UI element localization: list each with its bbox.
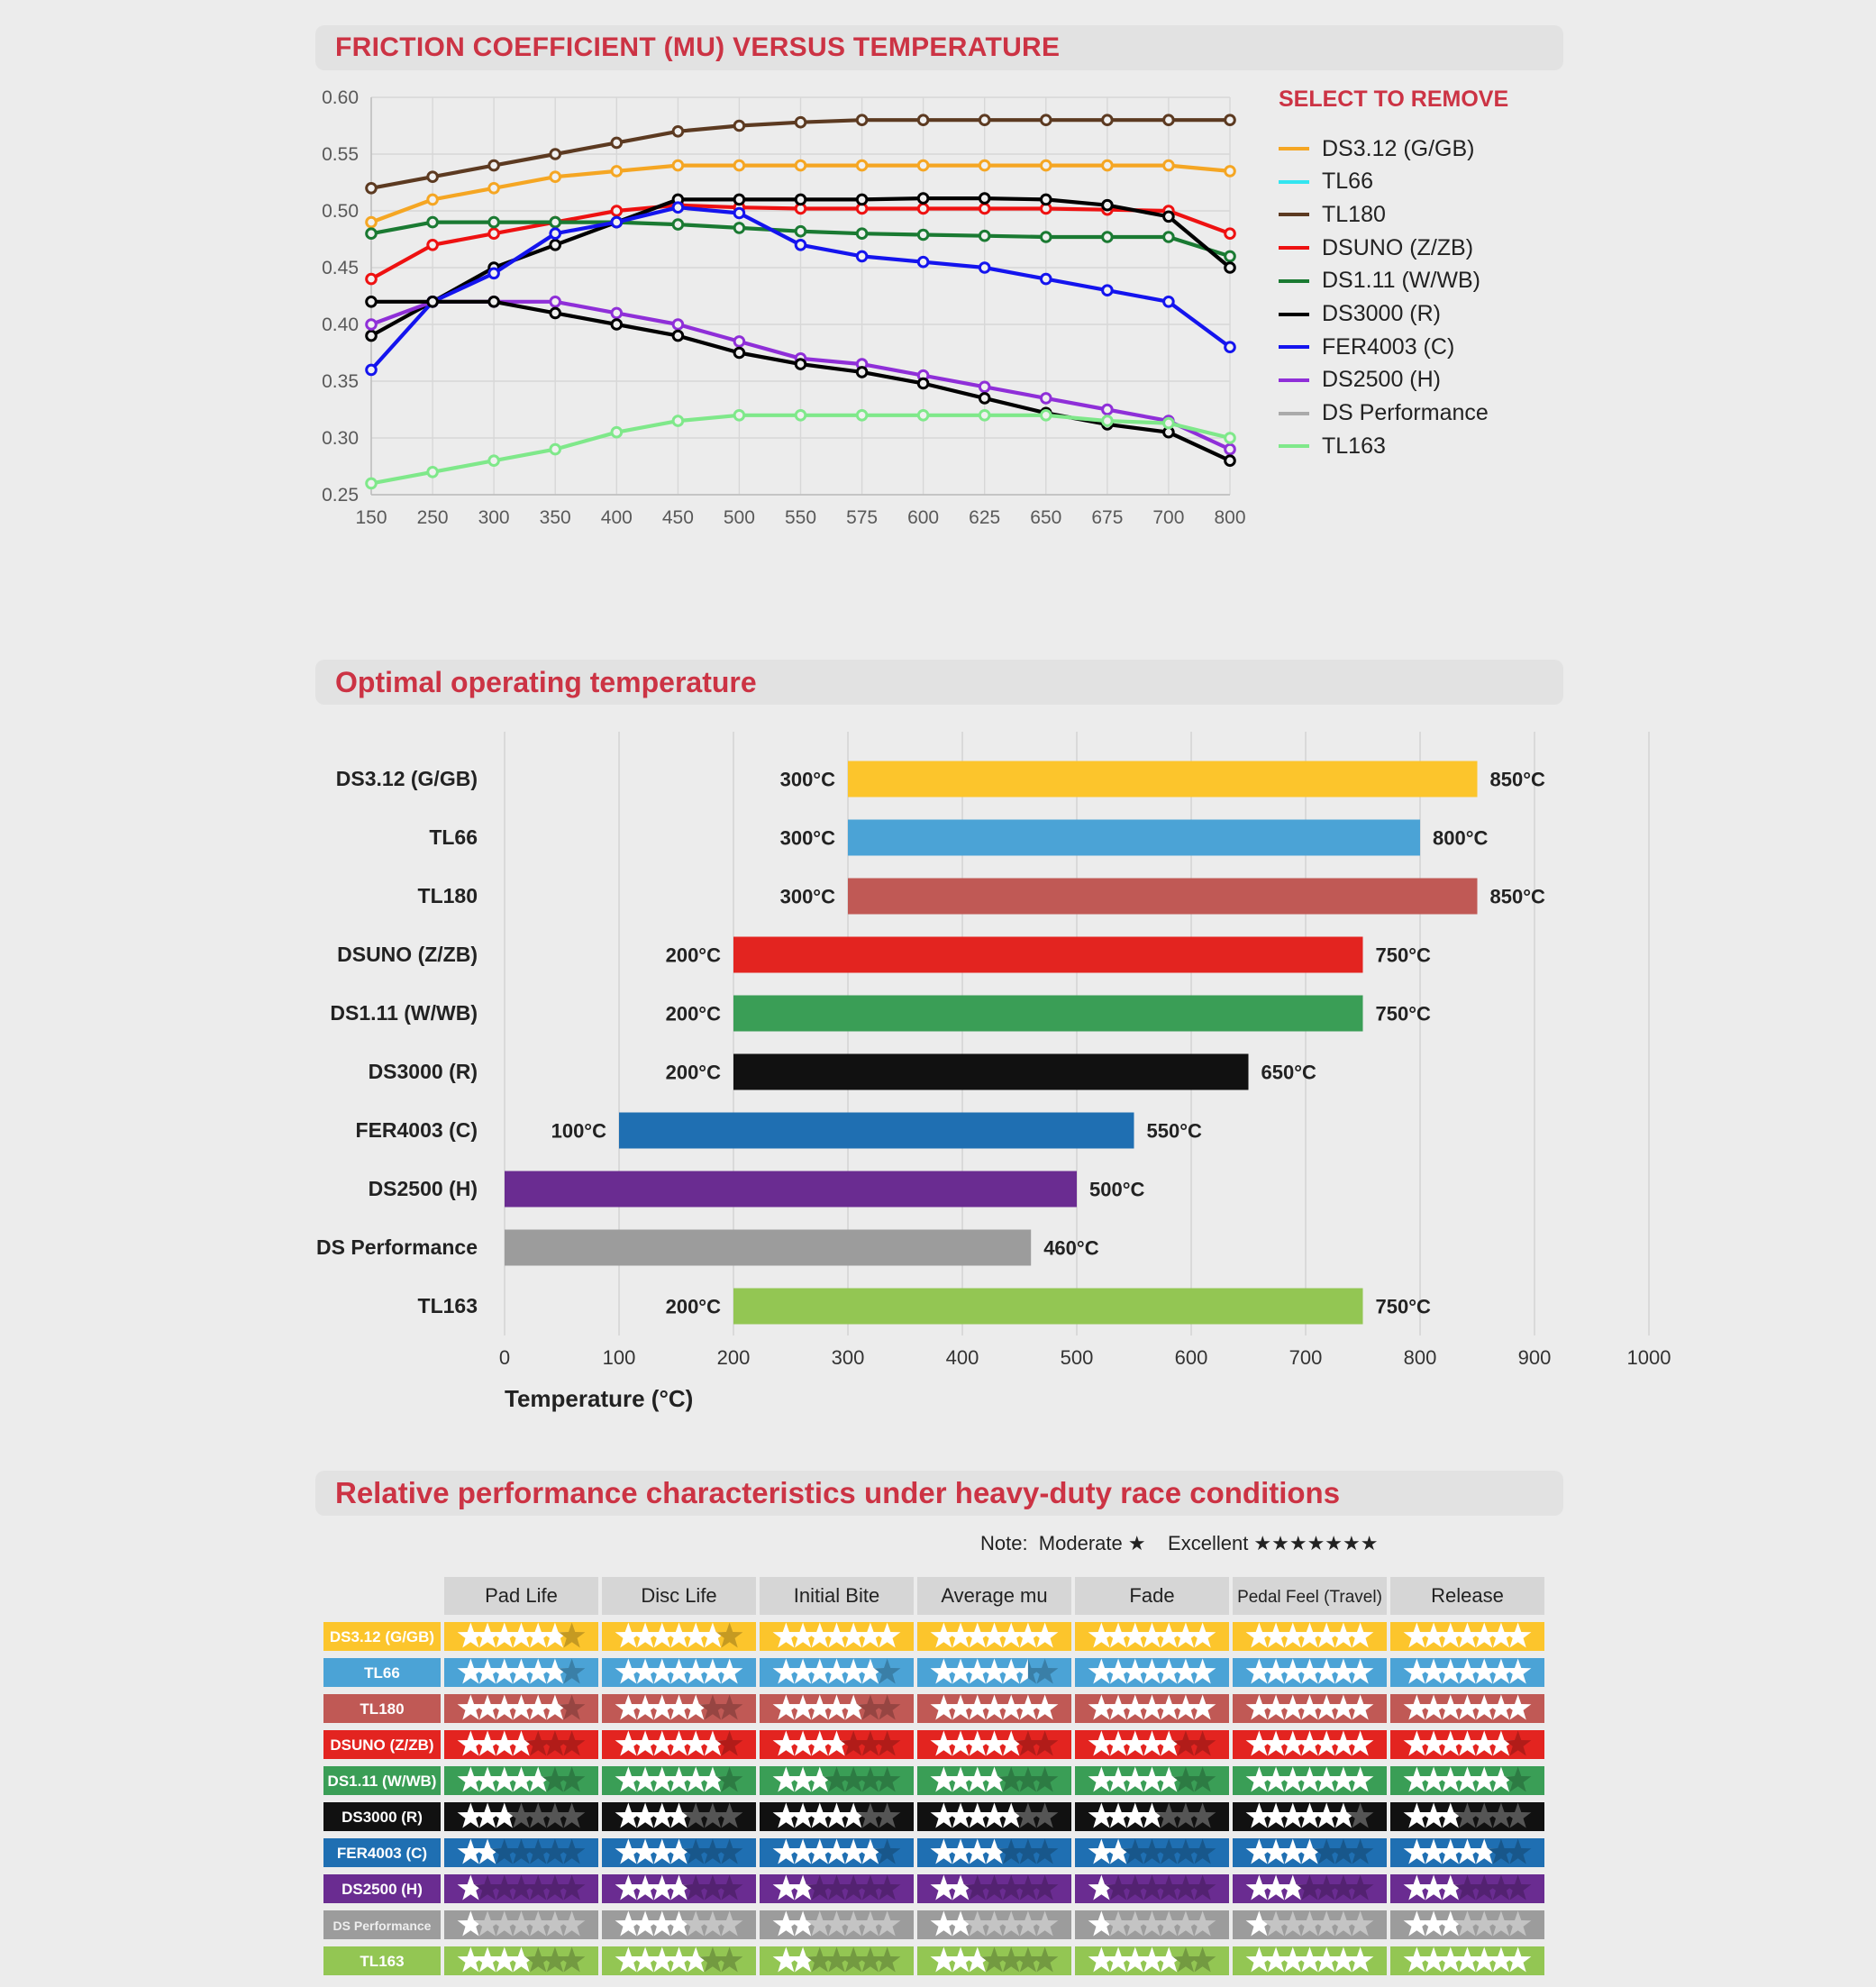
svg-text:250: 250 <box>417 507 449 528</box>
svg-text:600: 600 <box>907 507 939 528</box>
svg-text:FER4003 (C): FER4003 (C) <box>337 1845 427 1862</box>
svg-text:500°C: 500°C <box>1089 1179 1145 1201</box>
svg-text:750°C: 750°C <box>1376 1296 1432 1318</box>
svg-text:DS3000 (R): DS3000 (R) <box>342 1809 423 1826</box>
svg-text:0.55: 0.55 <box>322 144 359 165</box>
svg-text:Fade: Fade <box>1129 1584 1174 1607</box>
svg-text:460°C: 460°C <box>1043 1237 1099 1260</box>
svg-text:900: 900 <box>1518 1346 1552 1369</box>
svg-text:0: 0 <box>499 1346 510 1369</box>
svg-text:750°C: 750°C <box>1376 944 1432 967</box>
svg-text:625: 625 <box>969 507 1000 528</box>
svg-text:650°C: 650°C <box>1261 1062 1317 1084</box>
svg-text:400: 400 <box>946 1346 979 1369</box>
svg-text:200°C: 200°C <box>666 944 722 967</box>
svg-text:150: 150 <box>355 507 387 528</box>
svg-text:Release: Release <box>1431 1584 1504 1607</box>
svg-text:500: 500 <box>724 507 755 528</box>
svg-text:DS1.11 (W/WB): DS1.11 (W/WB) <box>328 1773 437 1790</box>
svg-text:0.45: 0.45 <box>322 258 359 278</box>
svg-text:TL180: TL180 <box>360 1700 404 1718</box>
svg-text:Pedal Feel (Travel): Pedal Feel (Travel) <box>1237 1588 1382 1607</box>
svg-text:TL163: TL163 <box>360 1953 404 1970</box>
svg-text:600: 600 <box>1175 1346 1208 1369</box>
svg-text:100°C: 100°C <box>551 1120 607 1143</box>
svg-text:550°C: 550°C <box>1147 1120 1203 1143</box>
svg-text:1000: 1000 <box>1627 1346 1671 1369</box>
svg-text:TL66: TL66 <box>364 1664 400 1682</box>
svg-text:750°C: 750°C <box>1376 1003 1432 1025</box>
svg-text:Disc Life: Disc Life <box>641 1584 716 1607</box>
svg-text:400: 400 <box>601 507 633 528</box>
svg-text:200°C: 200°C <box>666 1003 722 1025</box>
svg-text:0.35: 0.35 <box>322 371 359 392</box>
svg-text:0.60: 0.60 <box>322 87 359 108</box>
svg-text:0.40: 0.40 <box>322 314 359 335</box>
svg-text:300°C: 300°C <box>780 886 836 908</box>
svg-text:350: 350 <box>540 507 571 528</box>
svg-text:0.50: 0.50 <box>322 201 359 222</box>
svg-text:0.25: 0.25 <box>322 485 359 506</box>
svg-text:Pad Life: Pad Life <box>485 1584 558 1607</box>
svg-text:Initial Bite: Initial Bite <box>794 1584 879 1607</box>
svg-text:575: 575 <box>846 507 878 528</box>
svg-text:650: 650 <box>1030 507 1061 528</box>
svg-text:DSUNO (Z/ZB): DSUNO (Z/ZB) <box>330 1736 433 1754</box>
svg-text:DS3.12 (G/GB): DS3.12 (G/GB) <box>330 1628 434 1645</box>
svg-text:100: 100 <box>603 1346 636 1369</box>
svg-text:500: 500 <box>1061 1346 1094 1369</box>
svg-text:300°C: 300°C <box>780 769 836 791</box>
svg-text:850°C: 850°C <box>1490 886 1546 908</box>
svg-text:DS2500 (H): DS2500 (H) <box>342 1881 423 1898</box>
svg-text:200: 200 <box>717 1346 751 1369</box>
svg-text:200°C: 200°C <box>666 1296 722 1318</box>
svg-text:550: 550 <box>785 507 816 528</box>
svg-text:450: 450 <box>662 507 694 528</box>
svg-text:200°C: 200°C <box>666 1062 722 1084</box>
svg-text:0.30: 0.30 <box>322 428 359 449</box>
svg-text:700: 700 <box>1152 507 1184 528</box>
svg-text:800: 800 <box>1214 507 1245 528</box>
svg-text:300: 300 <box>832 1346 865 1369</box>
svg-text:DS Performance: DS Performance <box>333 1919 432 1933</box>
svg-text:700: 700 <box>1289 1346 1323 1369</box>
svg-text:675: 675 <box>1091 507 1123 528</box>
svg-text:300°C: 300°C <box>780 827 836 850</box>
svg-text:800°C: 800°C <box>1433 827 1489 850</box>
svg-text:850°C: 850°C <box>1490 769 1546 791</box>
svg-text:800: 800 <box>1404 1346 1437 1369</box>
svg-text:300: 300 <box>478 507 510 528</box>
svg-text:Average mu: Average mu <box>941 1584 1047 1607</box>
